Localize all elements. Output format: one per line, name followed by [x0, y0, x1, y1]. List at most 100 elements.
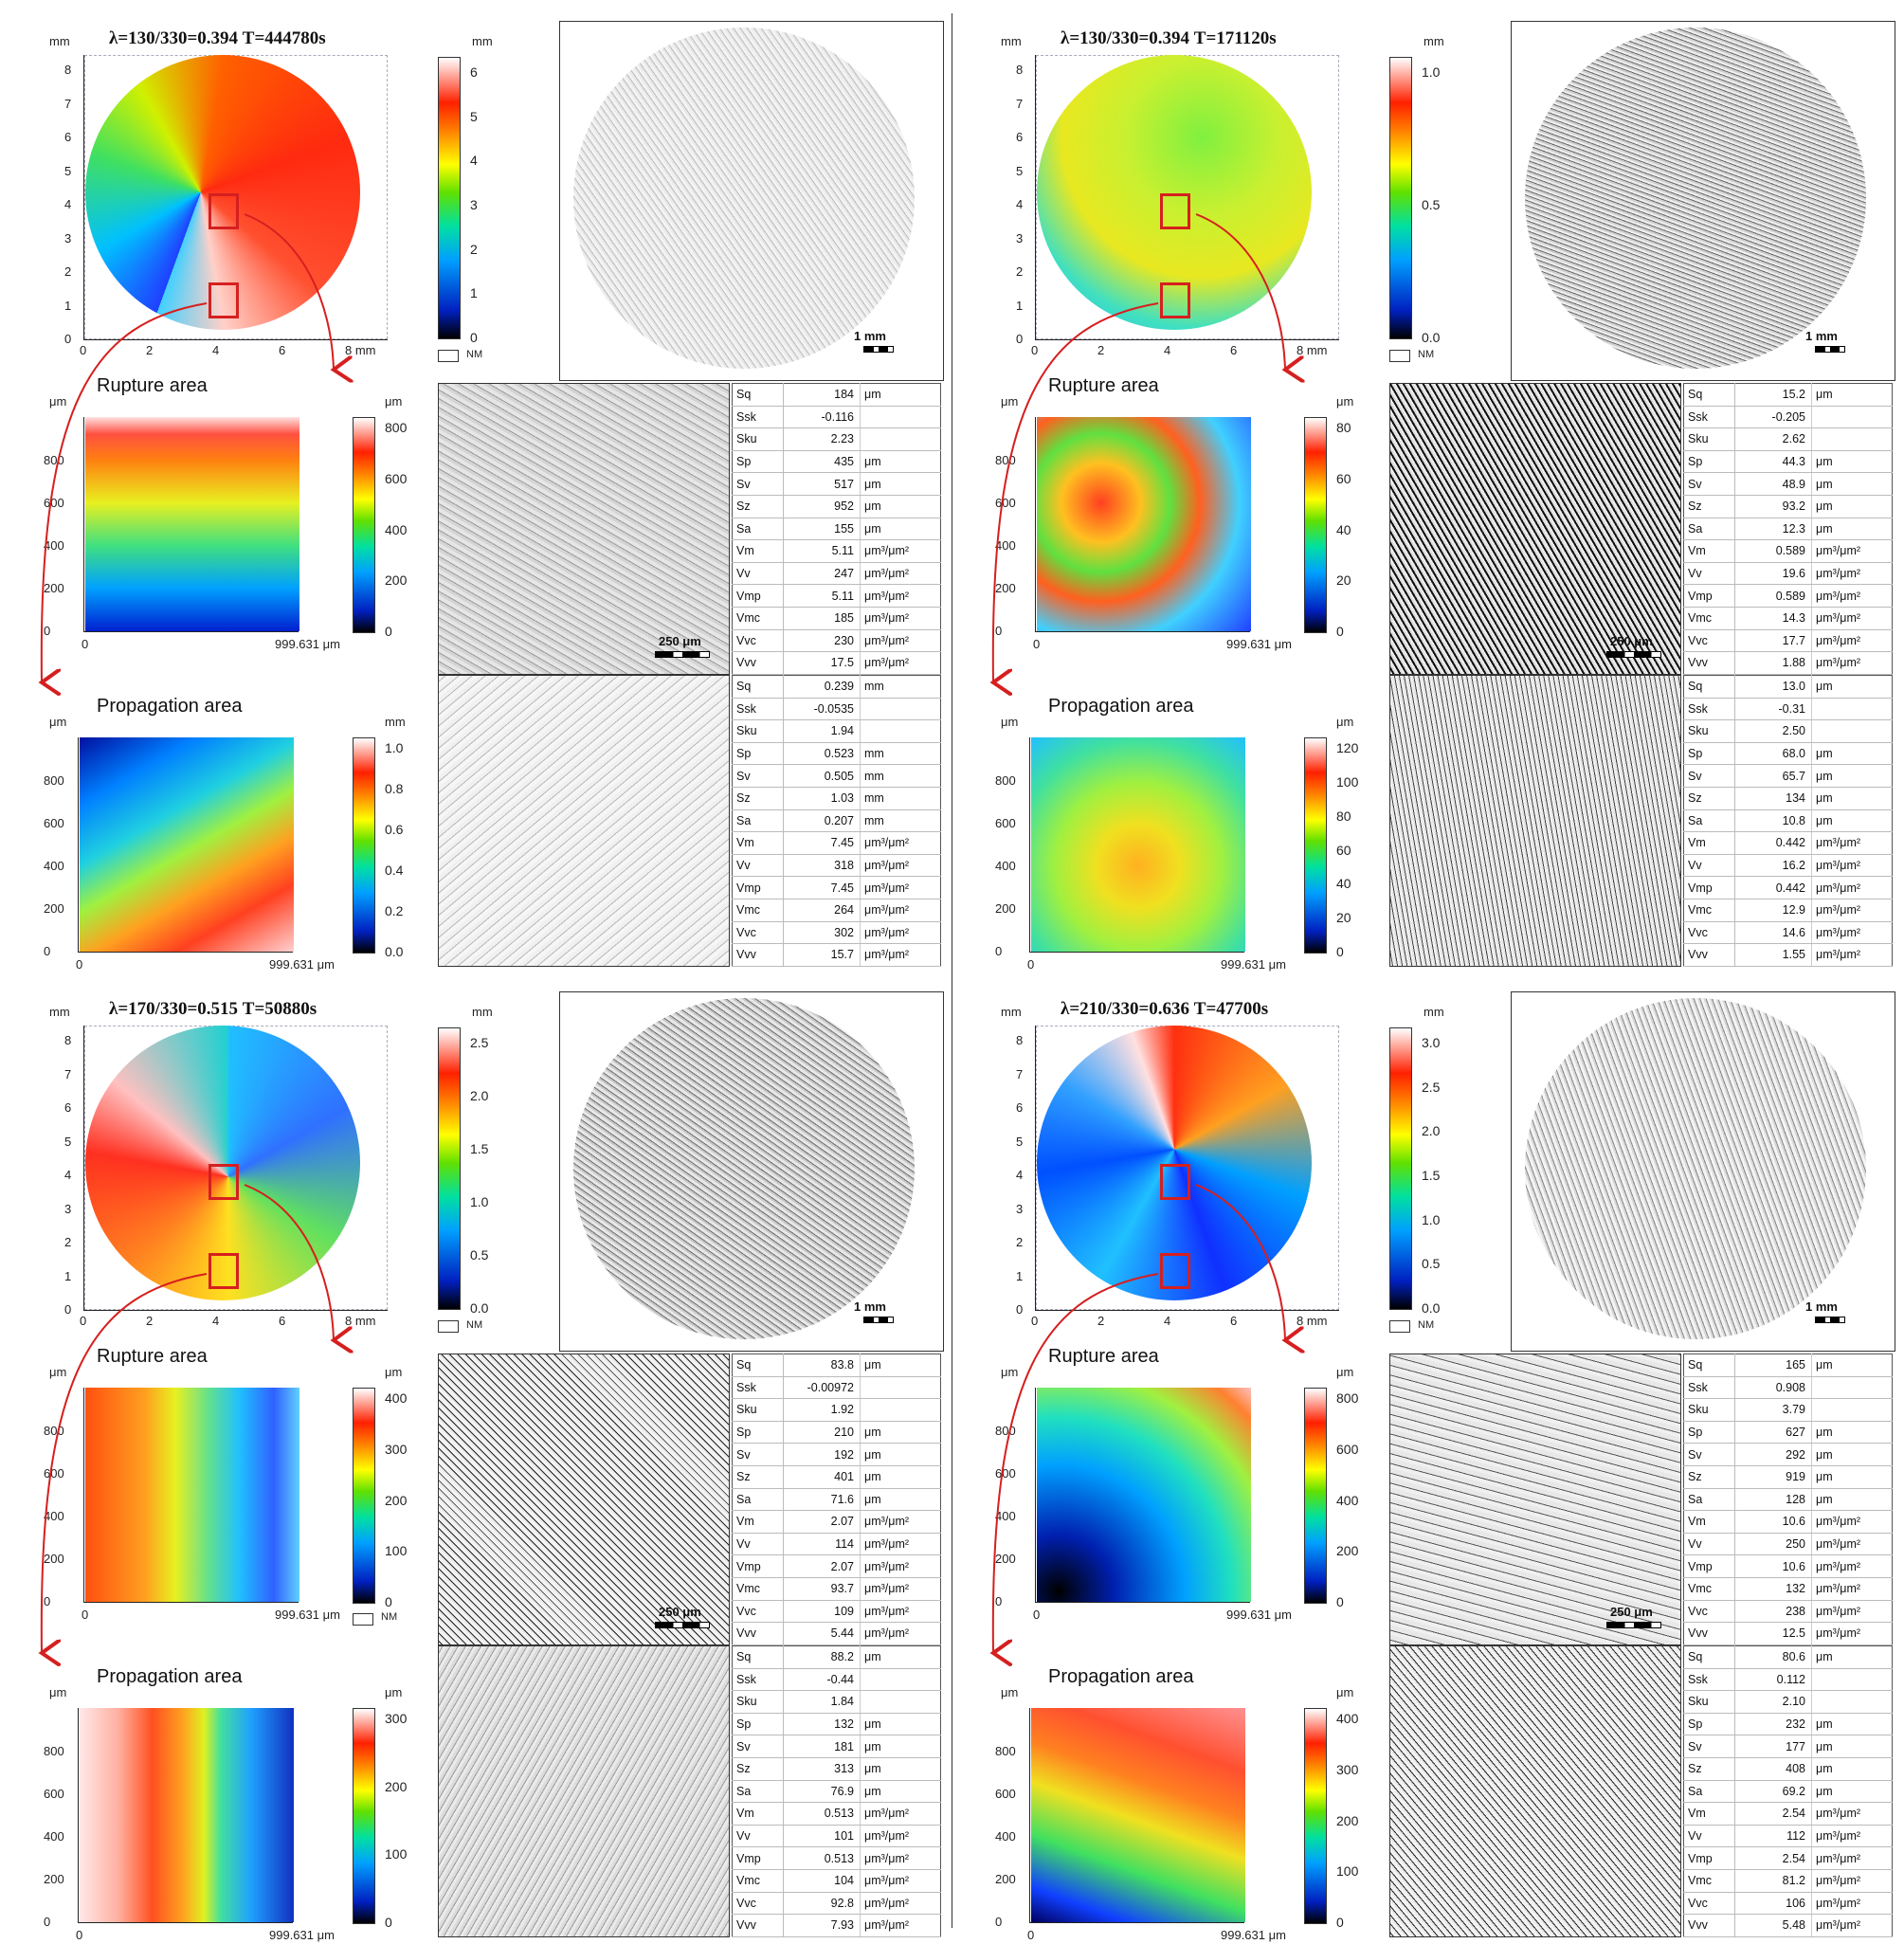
- parameter-value: 65.7: [1734, 764, 1812, 788]
- parameter-row: Sp 627 μm: [1683, 1421, 1893, 1444]
- parameter-name: Vv: [1683, 1825, 1735, 1848]
- parameter-value: 0.239: [783, 675, 861, 699]
- rupture-y-tick: 200: [995, 581, 1016, 595]
- parameter-value: 12.9: [1734, 899, 1812, 922]
- rupture-y-tick: 0: [995, 1594, 1003, 1608]
- parameter-unit: μm³/μm²: [1811, 854, 1893, 878]
- quadrant-bottom-left: λ=170/330=0.515 T=50880s mm 0 1 2 3 4 5 6 7 8 0 2 4 6 8…: [0, 971, 948, 1942]
- propagation-surface-texture: [438, 675, 730, 967]
- parameter-row: Vmc 264 μm³/μm²: [732, 899, 941, 922]
- parameter-row: Vmc 185 μm³/μm²: [732, 607, 941, 630]
- parameter-name: Sa: [732, 1780, 784, 1804]
- parameter-row: Sa 12.3 μm: [1683, 518, 1893, 541]
- parameter-value: 80.6: [1734, 1645, 1812, 1669]
- parameter-unit: μm³/μm²: [860, 607, 941, 630]
- rupture-roi-box: [209, 193, 239, 229]
- overview-x-tick: 0: [1031, 1314, 1039, 1328]
- parameter-name: Sq: [1683, 675, 1735, 699]
- overview-y-tick: 4: [64, 1168, 72, 1182]
- parameter-name: Vmp: [1683, 876, 1735, 899]
- parameter-value: 2.54: [1734, 1846, 1812, 1870]
- parameter-name: Sv: [1683, 1443, 1735, 1466]
- parameter-unit: μm³/μm²: [860, 1914, 941, 1937]
- connector-arrows: [952, 1184, 1899, 1939]
- rupture-colorbar-unit: μm: [385, 394, 403, 409]
- parameter-unit: μm³/μm²: [1811, 1914, 1893, 1937]
- panel-title: λ=170/330=0.515 T=50880s: [109, 999, 317, 1019]
- parameter-name: Vv: [732, 1533, 784, 1556]
- overview-y-tick: 0: [64, 332, 72, 346]
- parameter-value: 17.5: [783, 651, 861, 675]
- rupture-x-end: 999.631 μm: [275, 637, 340, 651]
- overview-x-tick: 8 mm: [1297, 343, 1328, 357]
- parameter-value: 5.44: [783, 1622, 861, 1645]
- parameter-unit: μm³/μm²: [1811, 921, 1893, 945]
- propagation-area-title: Propagation area: [1048, 696, 1194, 717]
- parameter-unit: μm: [860, 450, 941, 474]
- overview-x-tick: 0: [80, 343, 87, 357]
- parameter-row: Vmp 0.589 μm³/μm²: [1683, 584, 1893, 608]
- parameter-row: Sa 155 μm: [732, 518, 941, 541]
- colorbar-tick: 0.0: [470, 1300, 489, 1316]
- propagation-connector-arrow: [42, 302, 208, 682]
- parameter-value: -0.44: [783, 1668, 861, 1692]
- parameter-name: Vv: [1683, 1533, 1735, 1556]
- parameter-unit: μm³/μm²: [860, 921, 941, 945]
- parameter-row: Sq 0.239 mm: [732, 675, 941, 699]
- parameter-value: 71.6: [783, 1488, 861, 1512]
- parameter-name: Sku: [1683, 1690, 1735, 1714]
- parameter-name: Vmc: [732, 1869, 784, 1893]
- parameter-unit: [860, 1690, 941, 1714]
- parameter-unit: μm: [1811, 1354, 1893, 1377]
- parameter-value: 14.3: [1734, 607, 1812, 630]
- parameter-value: 238: [1734, 1600, 1812, 1624]
- parameter-unit: μm: [1811, 1488, 1893, 1512]
- parameter-value: 2.23: [783, 427, 861, 451]
- rupture-colorbar-tick: 200: [1336, 1543, 1359, 1559]
- parameter-value: 76.9: [783, 1780, 861, 1804]
- parameter-value: 0.589: [1734, 539, 1812, 563]
- parameter-row: Sp 0.523 mm: [732, 742, 941, 766]
- parameter-unit: μm: [1811, 764, 1893, 788]
- overview-y-tick: 6: [1016, 130, 1024, 144]
- rupture-y-tick: 0: [44, 624, 51, 638]
- overview-x-tick: 8 mm: [345, 1314, 376, 1328]
- photo-scale-bar: [863, 1317, 894, 1323]
- axis-unit-label: mm: [1001, 34, 1022, 48]
- parameter-name: Ssk: [1683, 1668, 1735, 1692]
- parameter-unit: μm: [1811, 450, 1893, 474]
- parameter-unit: μm³/μm²: [1811, 629, 1893, 653]
- overview-y-tick: 6: [64, 130, 72, 144]
- parameter-name: Sv: [732, 472, 784, 496]
- parameter-row: Vm 10.6 μm³/μm²: [1683, 1510, 1893, 1534]
- overview-y-tick: 2: [1016, 1235, 1024, 1249]
- parameter-unit: μm: [860, 1713, 941, 1736]
- parameter-value: 7.45: [783, 831, 861, 855]
- parameter-unit: [860, 1376, 941, 1400]
- propagation-colorbar: [1304, 1708, 1327, 1924]
- propagation-colorbar-tick: 120: [1336, 740, 1359, 755]
- parameter-value: 88.2: [783, 1645, 861, 1669]
- propagation-colorbar-tick: 0: [385, 1915, 392, 1930]
- parameter-name: Sa: [732, 809, 784, 833]
- parameter-unit: μm³/μm²: [1811, 1892, 1893, 1916]
- propagation-x-end: 999.631 μm: [1221, 957, 1286, 972]
- parameter-unit: μm³/μm²: [860, 1802, 941, 1826]
- parameter-row: Vvc 109 μm³/μm²: [732, 1600, 941, 1624]
- parameter-row: Vm 0.513 μm³/μm²: [732, 1802, 941, 1826]
- parameter-name: Sp: [1683, 742, 1735, 766]
- parameter-name: Sz: [1683, 495, 1735, 518]
- parameter-unit: μm³/μm²: [860, 899, 941, 922]
- parameter-value: 48.9: [1734, 472, 1812, 496]
- parameter-value: 16.2: [1734, 854, 1812, 878]
- propagation-colorbar-tick: 300: [1336, 1761, 1359, 1777]
- parameter-unit: mm: [860, 742, 941, 766]
- parameter-name: Sku: [1683, 719, 1735, 743]
- rupture-height-map: [1037, 417, 1251, 631]
- overview-y-tick: 0: [64, 1302, 72, 1317]
- parameter-row: Vmc 12.9 μm³/μm²: [1683, 899, 1893, 922]
- parameter-value: 10.8: [1734, 809, 1812, 833]
- parameter-unit: μm³/μm²: [1811, 876, 1893, 899]
- propagation-connector-arrow: [993, 302, 1159, 682]
- parameter-row: Vvc 302 μm³/μm²: [732, 921, 941, 945]
